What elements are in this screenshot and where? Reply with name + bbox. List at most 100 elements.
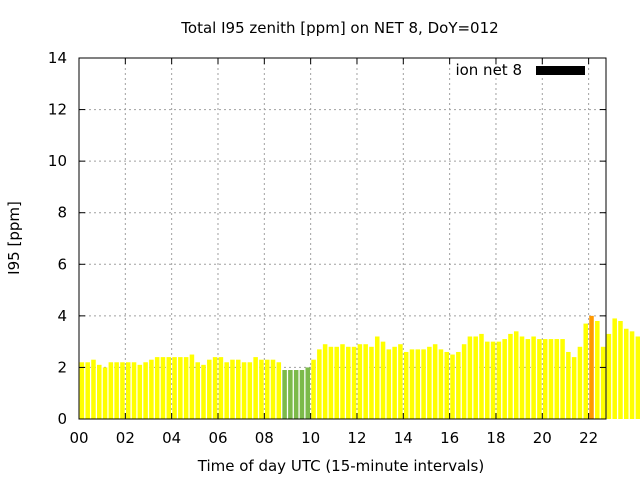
- legend: ion net 8: [455, 61, 585, 79]
- bar: [392, 346, 397, 419]
- bar: [264, 359, 270, 419]
- bar: [108, 362, 114, 419]
- bar: [363, 344, 368, 419]
- bar: [606, 333, 612, 419]
- bar: [97, 364, 102, 419]
- bar: [154, 357, 160, 419]
- bar: [131, 362, 137, 419]
- y-tick-label: 0: [57, 410, 67, 428]
- x-tick-label: 12: [347, 429, 366, 447]
- bar: [149, 359, 154, 419]
- bar: [571, 357, 577, 419]
- y-tick-label: 6: [57, 255, 67, 273]
- bar: [311, 359, 316, 419]
- bar: [79, 362, 85, 419]
- bar: [143, 362, 148, 419]
- bar: [531, 336, 536, 419]
- bar: [403, 351, 409, 419]
- bar: [577, 346, 583, 419]
- bar: [328, 346, 334, 419]
- y-tick-label: 4: [57, 307, 67, 325]
- bar: [178, 357, 183, 419]
- x-axis-ticks: 00 02 04 06 08 10 12 14 16 18 20 22: [69, 58, 598, 447]
- bar: [554, 339, 560, 419]
- legend-label: ion net 8: [455, 61, 522, 79]
- bar: [259, 359, 264, 419]
- x-axis-label: Time of day UTC (15-minute intervals): [197, 457, 484, 475]
- x-tick-label: 14: [394, 429, 413, 447]
- y-axis-label: I95 [ppm]: [5, 201, 23, 275]
- legend-swatch: [536, 66, 585, 75]
- x-tick-label: 10: [301, 429, 320, 447]
- bar: [166, 357, 172, 419]
- x-tick-label: 06: [208, 429, 227, 447]
- bar: [421, 349, 426, 419]
- bar: [189, 354, 195, 419]
- x-tick-label: 00: [69, 429, 88, 447]
- y-tick-label: 10: [48, 152, 67, 170]
- y-tick-label: 12: [48, 101, 67, 119]
- bar: [456, 351, 461, 419]
- bar: [618, 321, 623, 419]
- bar: [485, 341, 490, 419]
- bar: [537, 339, 542, 419]
- bar: [85, 362, 90, 419]
- x-tick-label: 04: [162, 429, 181, 447]
- bar: [438, 349, 444, 419]
- bar: [160, 357, 166, 419]
- bar: [502, 339, 507, 419]
- x-tick-label: 18: [486, 429, 505, 447]
- bar: [125, 362, 131, 419]
- bar: [299, 370, 305, 419]
- bar: [288, 370, 293, 419]
- bar: [548, 339, 554, 419]
- bar: [461, 344, 467, 419]
- bar: [270, 359, 276, 419]
- bar: [247, 362, 253, 419]
- bar: [380, 341, 386, 419]
- bar: [508, 333, 513, 419]
- bar: [241, 362, 247, 419]
- bar: [282, 370, 287, 419]
- y-tick-label: 2: [57, 358, 67, 376]
- bar: [432, 344, 438, 419]
- bar: [450, 354, 455, 419]
- bar: [490, 341, 496, 419]
- bar: [583, 323, 588, 419]
- y-axis-ticks: 0 2 4 6 8 10 12 14: [48, 49, 606, 428]
- bar: [346, 346, 351, 419]
- bar: [305, 367, 311, 419]
- x-tick-label: 02: [116, 429, 135, 447]
- bar: [386, 349, 392, 419]
- bar: [542, 339, 548, 419]
- bar: [519, 336, 525, 419]
- bar: [224, 362, 229, 419]
- bar: [415, 349, 421, 419]
- bar: [218, 357, 224, 419]
- bar: [409, 349, 415, 419]
- bar: [120, 362, 125, 419]
- bar: [369, 346, 374, 419]
- bar: [427, 346, 432, 419]
- bar: [600, 346, 606, 419]
- bar: [207, 359, 212, 419]
- x-tick-label: 16: [440, 429, 459, 447]
- bar: [340, 344, 345, 419]
- bar: [114, 362, 119, 419]
- bar: [253, 357, 258, 419]
- bar: [635, 336, 640, 419]
- bar: [322, 344, 328, 419]
- plot-frame: [78, 57, 607, 420]
- bar: [525, 339, 531, 419]
- bar: [398, 344, 403, 419]
- bar: [201, 364, 206, 419]
- bar: [293, 370, 299, 419]
- bar: [137, 364, 143, 419]
- bar: [560, 339, 565, 419]
- bar: [566, 351, 571, 419]
- bar: [351, 346, 357, 419]
- bar: [595, 321, 600, 419]
- x-tick-label: 08: [255, 429, 274, 447]
- bar: [612, 318, 617, 419]
